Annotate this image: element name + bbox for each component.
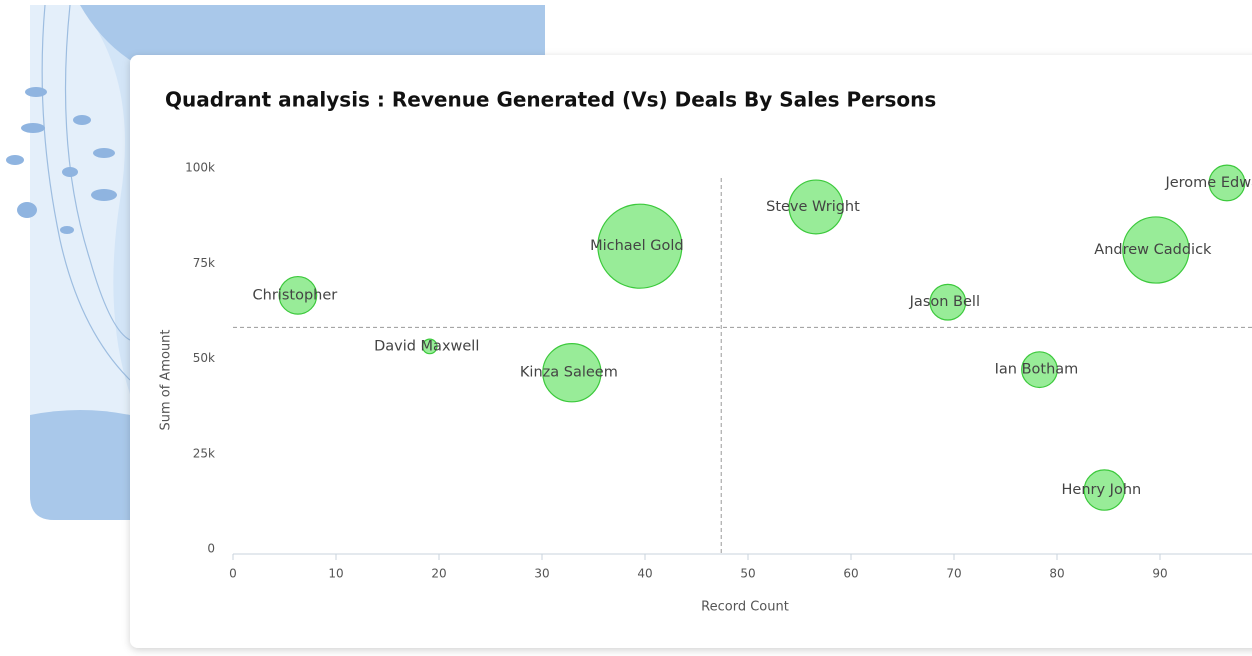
x-tick-label: 20 — [431, 567, 446, 581]
y-axis-title: Sum of Amount — [159, 329, 174, 430]
x-tick-label: 30 — [534, 567, 549, 581]
bubble — [421, 338, 438, 355]
bubble — [1083, 469, 1126, 511]
x-axis-title: Record Count — [701, 600, 789, 615]
bubble-label: Henry John — [1062, 482, 1142, 498]
bubble — [929, 283, 967, 321]
x-tick-label: 50 — [740, 567, 755, 581]
chart-title: Quadrant analysis : Revenue Generated (V… — [165, 88, 936, 112]
bubble — [597, 203, 683, 289]
bubble-label: Andrew Caddick — [1094, 242, 1212, 258]
bubble — [278, 275, 318, 315]
bubble-label: Christopher — [253, 287, 338, 303]
y-tick-label: 75k — [193, 256, 215, 270]
x-tick-label: 80 — [1049, 567, 1064, 581]
y-tick-label: 100k — [185, 161, 215, 175]
bubble — [1208, 164, 1246, 202]
bubble-label: David Maxwell — [374, 338, 479, 354]
x-tick-label: 40 — [637, 567, 652, 581]
bubble — [788, 179, 844, 235]
y-tick-label: 25k — [193, 446, 215, 460]
bubble-label: Jason Bell — [909, 294, 980, 310]
bubble — [1021, 351, 1058, 389]
x-tick-label: 70 — [946, 567, 961, 581]
bubble — [1122, 216, 1190, 284]
x-tick-label: 90 — [1152, 567, 1167, 581]
bubble-label: Kinza Saleem — [520, 365, 618, 381]
x-tick-label: 0 — [229, 567, 237, 581]
bubble-label: Ian Botham — [995, 362, 1079, 378]
y-tick-label: 50k — [193, 351, 215, 365]
bubble-label: Jerome Edwards — [1164, 175, 1252, 191]
x-tick-label: 60 — [843, 567, 858, 581]
bubble — [542, 342, 602, 403]
bubble-label: Michael Gold — [590, 238, 684, 254]
card — [130, 55, 1252, 648]
bubble-label: Steve Wright — [766, 199, 860, 215]
y-tick-label: 0 — [207, 542, 215, 556]
x-tick-label: 10 — [328, 567, 343, 581]
